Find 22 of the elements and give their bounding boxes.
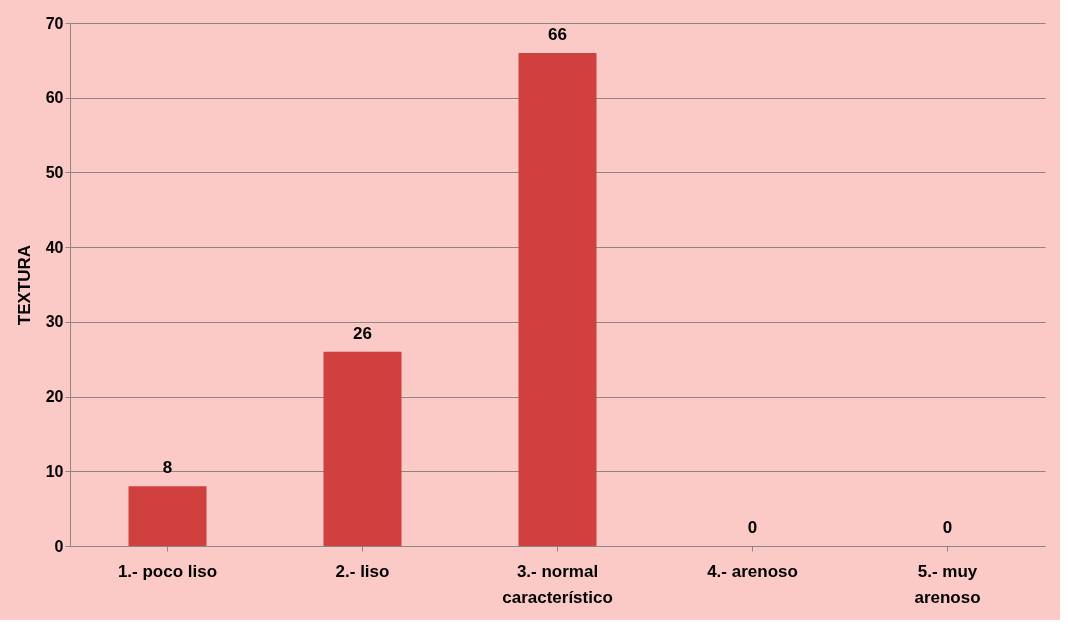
- x-tick-label: 3.- normal característico: [502, 561, 613, 607]
- bar: [128, 486, 207, 546]
- data-label: 26: [353, 323, 372, 343]
- y-tick-label: 30: [45, 313, 64, 331]
- y-tick-label: 0: [54, 537, 64, 555]
- data-label: 0: [942, 518, 953, 537]
- y-tick-label: 50: [45, 163, 64, 181]
- x-tick-label: 5.- muy arenoso: [914, 561, 981, 607]
- y-tick-label: 60: [45, 89, 64, 107]
- bar: [323, 351, 402, 546]
- bar: [518, 52, 597, 546]
- x-tick-label: 2.- liso: [335, 561, 390, 581]
- x-tick-label: 4.- arenoso: [707, 561, 798, 581]
- y-tick-label: 20: [45, 388, 64, 406]
- data-label: 66: [548, 24, 567, 44]
- y-tick-label: 10: [45, 462, 64, 480]
- data-label: 8: [162, 458, 173, 478]
- y-axis-title: TEXTURA: [14, 244, 34, 326]
- data-label: 0: [747, 518, 758, 537]
- x-tick-label: 1.- poco liso: [117, 561, 218, 581]
- y-tick-label: 40: [45, 238, 64, 256]
- y-tick-label: 70: [45, 14, 64, 32]
